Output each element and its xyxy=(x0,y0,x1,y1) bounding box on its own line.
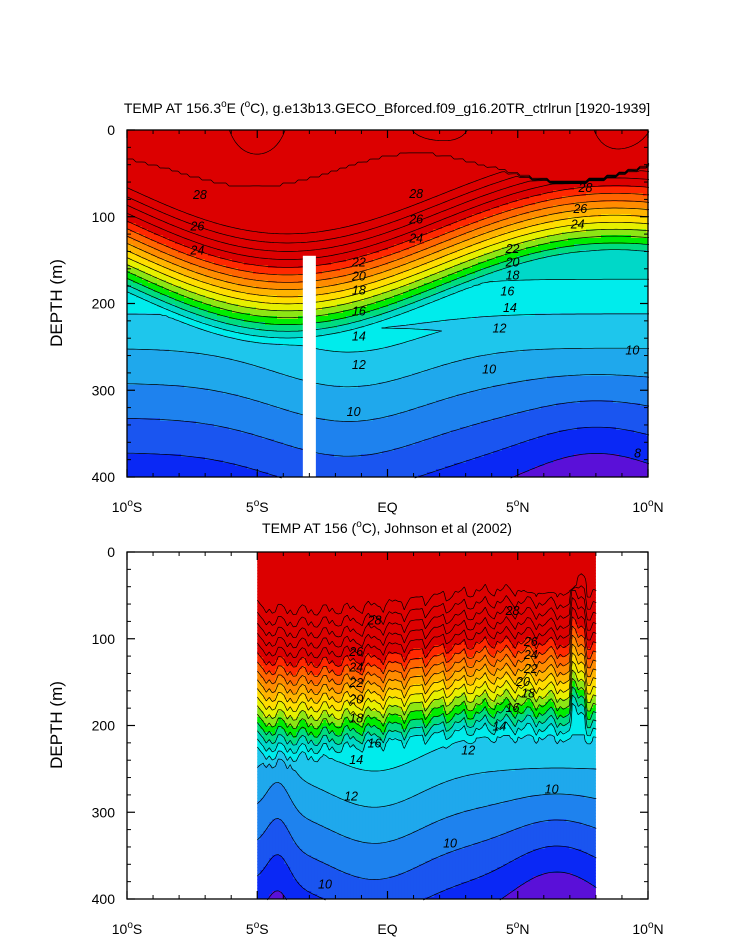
top-chart-title: TEMP AT 156.3oE (oC), g.e13b13.GECO_Bfor… xyxy=(124,99,650,116)
top-chart-panel: TEMP AT 156.3oE (oC), g.e13b13.GECO_Bfor… xyxy=(47,99,664,515)
top-chart-contour-field xyxy=(127,130,649,478)
